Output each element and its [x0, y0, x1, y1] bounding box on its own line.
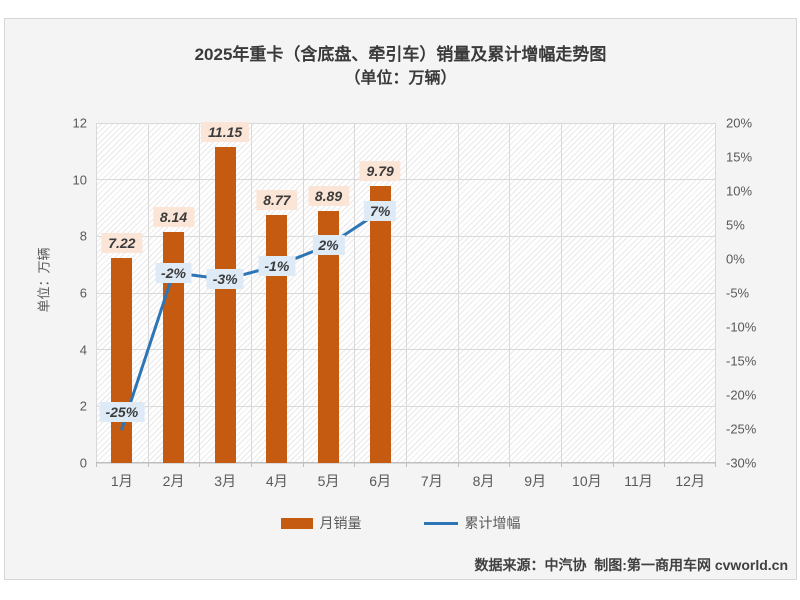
plot-area: 20% 15% 10% 5% 0% -5% -10% -15% -20% -25% -30% 12 10…: [73, 116, 757, 490]
right-axis-tick-label: 5%: [726, 217, 745, 233]
x-axis-category-label: 3月: [214, 473, 237, 489]
x-axis-tick: [303, 463, 304, 467]
legend: 月销量 累计增幅: [5, 513, 796, 533]
x-axis-tick: [406, 463, 407, 467]
bar-4月: [266, 214, 288, 463]
legend-line-label: 累计增幅: [464, 515, 521, 531]
x-axis-tick: [715, 463, 716, 467]
x-axis-tick: [251, 463, 252, 467]
bar-value-label: 8.77: [256, 189, 298, 210]
left-axis-title: 单位：万辆: [36, 247, 52, 313]
chart-title: 2025年重卡（含底盘、牵引车）销量及累计增幅走势图 （单位：万辆）: [5, 43, 796, 91]
cumulative-growth-line: [120, 209, 382, 431]
legend-bar-label: 月销量: [319, 515, 362, 531]
gridline-vertical: [354, 123, 355, 463]
x-axis-category-label: 4月: [265, 473, 288, 489]
source-credit: 数据来源：中汽协 制图:第一商用车网 cvworld.cn: [474, 557, 788, 573]
right-axis-tick-label: -30%: [726, 455, 757, 471]
gridline-vertical: [96, 123, 97, 463]
chart-title-line2: （单位：万辆）: [344, 70, 457, 87]
line-value-label: -3%: [206, 269, 244, 290]
gridline-vertical: [509, 123, 510, 463]
gridline-vertical: [199, 123, 200, 463]
gridline-vertical: [148, 123, 149, 463]
bar-value-label: 11.15: [201, 122, 250, 143]
gridline-vertical: [406, 123, 407, 463]
gridline-vertical: [561, 123, 562, 463]
left-axis-tick-label: 0: [79, 455, 87, 471]
bar-6月: [369, 185, 391, 463]
x-axis-category-label: 10月: [572, 473, 602, 489]
chart-title-line1: 2025年重卡（含底盘、牵引车）销量及累计增幅走势图: [194, 45, 607, 64]
bar-value-label: 7.22: [101, 233, 143, 254]
x-axis-tick: [96, 463, 97, 467]
x-axis-tick: [148, 463, 149, 467]
left-axis-tick-label: 4: [79, 342, 87, 358]
line-series-swatch-icon: [423, 521, 458, 525]
right-axis-tick-label: -25%: [726, 421, 757, 437]
left-axis-tick-label: 12: [72, 115, 87, 131]
right-axis-tick-label: -5%: [726, 285, 750, 301]
x-axis-category-label: 5月: [317, 473, 340, 489]
x-axis-category-label: 7月: [420, 473, 443, 489]
x-axis-line: [96, 462, 716, 463]
line-value-label: 2%: [312, 235, 345, 256]
x-axis-tick: [199, 463, 200, 467]
line-value-label: -2%: [155, 262, 192, 283]
chart-panel: 2025年重卡（含底盘、牵引车）销量及累计增幅走势图 （单位：万辆） 单位：万辆…: [4, 18, 797, 580]
x-axis-tick: [458, 463, 459, 467]
left-axis-tick-label: 2: [79, 398, 87, 414]
gridline-vertical: [251, 123, 252, 463]
bar-value-label: 8.89: [307, 186, 350, 207]
line-value-label: 7%: [364, 201, 397, 222]
gridline-vertical: [613, 123, 614, 463]
x-axis-tick: [561, 463, 562, 467]
x-axis-category-label: 1月: [110, 473, 133, 489]
legend-item-line: 累计增幅: [423, 513, 521, 533]
gridline-vertical: [458, 123, 459, 463]
bar-5月: [318, 211, 339, 463]
x-axis-tick: [664, 463, 665, 467]
right-axis-tick-label: -10%: [726, 319, 757, 335]
line-value-label: -1%: [258, 255, 296, 276]
x-axis-tick: [613, 463, 614, 467]
gridline-vertical: [664, 123, 665, 463]
right-axis-tick-label: -20%: [726, 387, 757, 403]
legend-item-bar: 月销量: [280, 513, 362, 533]
x-axis-category-label: 12月: [675, 473, 705, 489]
x-axis-category-label: 2月: [162, 473, 185, 489]
x-axis-tick: [509, 463, 510, 467]
bar-value-label: 9.79: [359, 160, 401, 181]
right-axis-tick-label: -15%: [726, 353, 757, 369]
right-axis-tick-label: 10%: [726, 183, 753, 199]
left-axis-tick-label: 10: [72, 172, 87, 188]
line-value-label: -25%: [99, 402, 145, 422]
left-axis-tick-label: 8: [79, 228, 87, 244]
bar-3月: [214, 147, 236, 463]
x-axis-tick: [354, 463, 355, 467]
x-axis-category-label: 6月: [369, 473, 392, 489]
gridline-vertical: [715, 123, 716, 463]
x-axis-category-label: 11月: [624, 473, 653, 489]
right-axis-tick-label: 20%: [726, 115, 753, 131]
gridline-vertical: [303, 123, 304, 463]
right-axis-tick-label: 0%: [726, 251, 745, 267]
x-axis-category-label: 9月: [524, 473, 547, 489]
right-axis-tick-label: 15%: [726, 149, 753, 165]
bar-series-swatch-icon: [280, 517, 313, 529]
x-axis-category-label: 8月: [472, 473, 495, 489]
left-axis-tick-label: 6: [79, 285, 87, 301]
bar-value-label: 8.14: [152, 207, 195, 228]
